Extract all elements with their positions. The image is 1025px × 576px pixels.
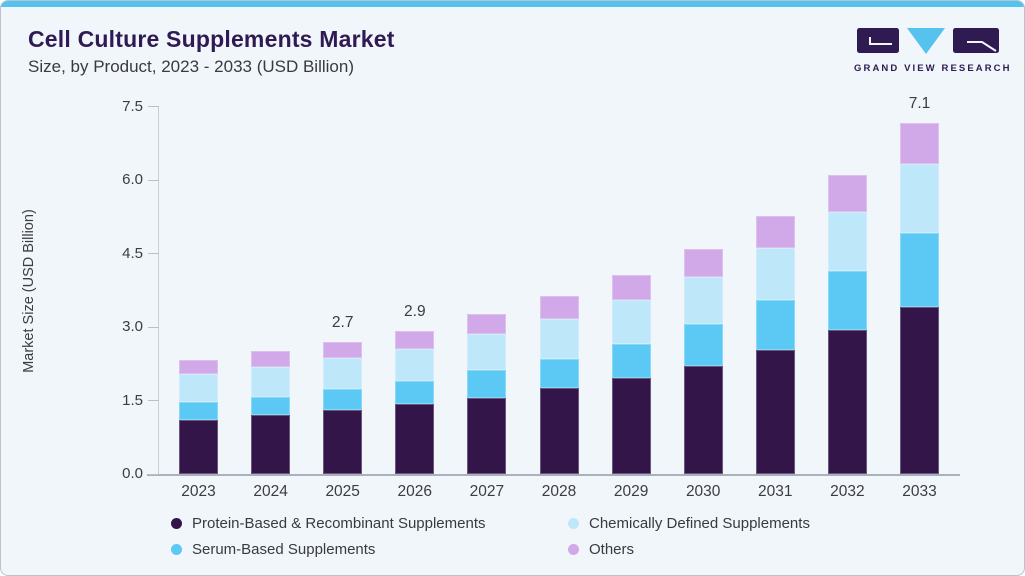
bar-segment-sky_blue-2031 [755, 300, 795, 351]
bar-segment-lavender-2024 [251, 351, 291, 368]
bar-segment-lavender-2025 [323, 341, 363, 358]
bar-total-label-2033: 7.1 [908, 95, 931, 113]
y-axis-line [158, 107, 159, 475]
x-axis-label-2033: 2033 [902, 483, 937, 500]
x-axis-label-2032: 2032 [830, 483, 865, 500]
bar-segment-pale_blue-2026 [395, 349, 435, 381]
bar-segment-sky_blue-2024 [251, 397, 291, 416]
y-axis-tick-label: 6.0 [122, 171, 143, 188]
bar-segment-dark_purple-2024 [251, 415, 291, 474]
legend-dot-icon [568, 517, 579, 529]
legend-dot-icon [171, 517, 182, 529]
legend-item: Others [568, 536, 810, 562]
x-axis-label-2028: 2028 [541, 483, 577, 500]
legend-label: Others [589, 540, 635, 558]
brand-logo-icon [857, 28, 999, 54]
bar-segment-sky_blue-2030 [683, 324, 723, 367]
legend-item: Protein-Based & Recombinant Supplements [171, 510, 568, 536]
y-axis-tick [148, 473, 159, 475]
logo-triangle-icon [907, 28, 945, 54]
bar-segment-dark_purple-2029 [611, 377, 651, 474]
x-axis-label-2029: 2029 [613, 483, 649, 500]
y-axis-tick [148, 400, 159, 401]
bar-segment-sky_blue-2032 [827, 271, 867, 330]
brand-logo: GRAND VIEW RESEARCH [854, 27, 1012, 74]
bar-segment-sky_blue-2025 [323, 389, 363, 410]
chart-header: Cell Culture Supplements Market Size, by… [28, 25, 395, 79]
bar-segment-dark_purple-2026 [395, 403, 435, 474]
bar-segment-sky_blue-2023 [179, 401, 218, 421]
bar-segment-dark_purple-2033 [900, 306, 939, 474]
legend-dot-icon [171, 543, 182, 555]
y-axis-tick [148, 106, 159, 107]
bar-segment-dark_purple-2023 [179, 420, 218, 474]
brand-name: GRAND VIEW RESEARCH [854, 63, 1012, 74]
bar-segment-pale_blue-2023 [179, 374, 218, 402]
bar-segment-lavender-2026 [395, 330, 435, 350]
bar-segment-sky_blue-2028 [539, 358, 579, 388]
bar-segment-pale_blue-2027 [467, 334, 507, 371]
bar-segment-pale_blue-2030 [683, 277, 723, 325]
x-axis-label-2023: 2023 [181, 483, 216, 500]
bar-segment-sky_blue-2033 [900, 232, 939, 307]
bar-segment-pale_blue-2032 [827, 211, 867, 272]
bar-total-label-2025: 2.7 [331, 313, 354, 331]
legend-item: Serum-Based Supplements [171, 536, 568, 562]
bar-segment-lavender-2030 [683, 249, 723, 277]
x-axis-label-2025: 2025 [325, 483, 360, 500]
legend-dot-icon [568, 543, 579, 555]
x-axis-label-2026: 2026 [397, 483, 433, 500]
bar-segment-pale_blue-2031 [755, 248, 795, 301]
chart-title: Cell Culture Supplements Market [28, 26, 395, 52]
bar-segment-lavender-2028 [539, 296, 579, 319]
legend-item: Chemically Defined Supplements [568, 510, 810, 536]
bar-segment-dark_purple-2027 [467, 398, 507, 474]
y-axis-tick [148, 326, 159, 328]
bar-total-label-2026: 2.9 [404, 302, 426, 320]
legend-label: Serum-Based Supplements [192, 540, 376, 558]
y-axis-tick-label: 1.5 [122, 391, 143, 409]
bar-segment-dark_purple-2030 [683, 366, 723, 474]
y-axis-tick-label: 7.5 [122, 97, 143, 115]
chart-subtitle: Size, by Product, 2023 - 2033 (USD Billi… [28, 57, 354, 76]
chart-legend: Protein-Based & Recombinant Supplements C… [171, 510, 810, 562]
bar-segment-lavender-2031 [755, 215, 795, 249]
bar-segment-lavender-2027 [467, 314, 507, 335]
bar-segment-lavender-2023 [179, 359, 218, 375]
y-axis-tick-label: 0.0 [122, 465, 143, 482]
bar-segment-pale_blue-2033 [900, 163, 939, 233]
bar-segment-pale_blue-2024 [251, 367, 291, 398]
x-axis-label-2031: 2031 [758, 483, 793, 500]
y-axis-title: Market Size (USD Billion) [21, 209, 37, 373]
bar-segment-dark_purple-2032 [827, 329, 867, 474]
y-axis-tick [148, 253, 159, 254]
bar-segment-sky_blue-2026 [395, 380, 435, 404]
bar-segment-sky_blue-2027 [467, 370, 507, 399]
bar-segment-dark_purple-2031 [755, 350, 795, 474]
x-axis-label-2027: 2027 [469, 483, 505, 500]
y-axis-tick [148, 179, 159, 181]
x-axis-line [147, 474, 960, 476]
bar-segment-sky_blue-2029 [611, 344, 651, 378]
legend-label: Protein-Based & Recombinant Supplements [192, 514, 486, 532]
bar-segment-dark_purple-2025 [323, 409, 363, 474]
bar-segment-lavender-2032 [827, 175, 867, 212]
bar-segment-pale_blue-2025 [323, 357, 363, 390]
bar-segment-dark_purple-2028 [539, 387, 579, 474]
bar-segment-pale_blue-2029 [611, 300, 651, 345]
y-axis-tick-label: 3.0 [122, 318, 143, 335]
bar-segment-lavender-2033 [900, 123, 939, 164]
bar-segment-lavender-2029 [611, 275, 651, 301]
x-axis-label-2030: 2030 [685, 483, 721, 500]
bar-segment-pale_blue-2028 [539, 318, 579, 359]
x-axis-label-2024: 2024 [253, 483, 288, 500]
top-accent-bar [1, 1, 1024, 7]
y-axis-tick-label: 4.5 [122, 244, 143, 262]
legend-label: Chemically Defined Supplements [589, 514, 810, 532]
